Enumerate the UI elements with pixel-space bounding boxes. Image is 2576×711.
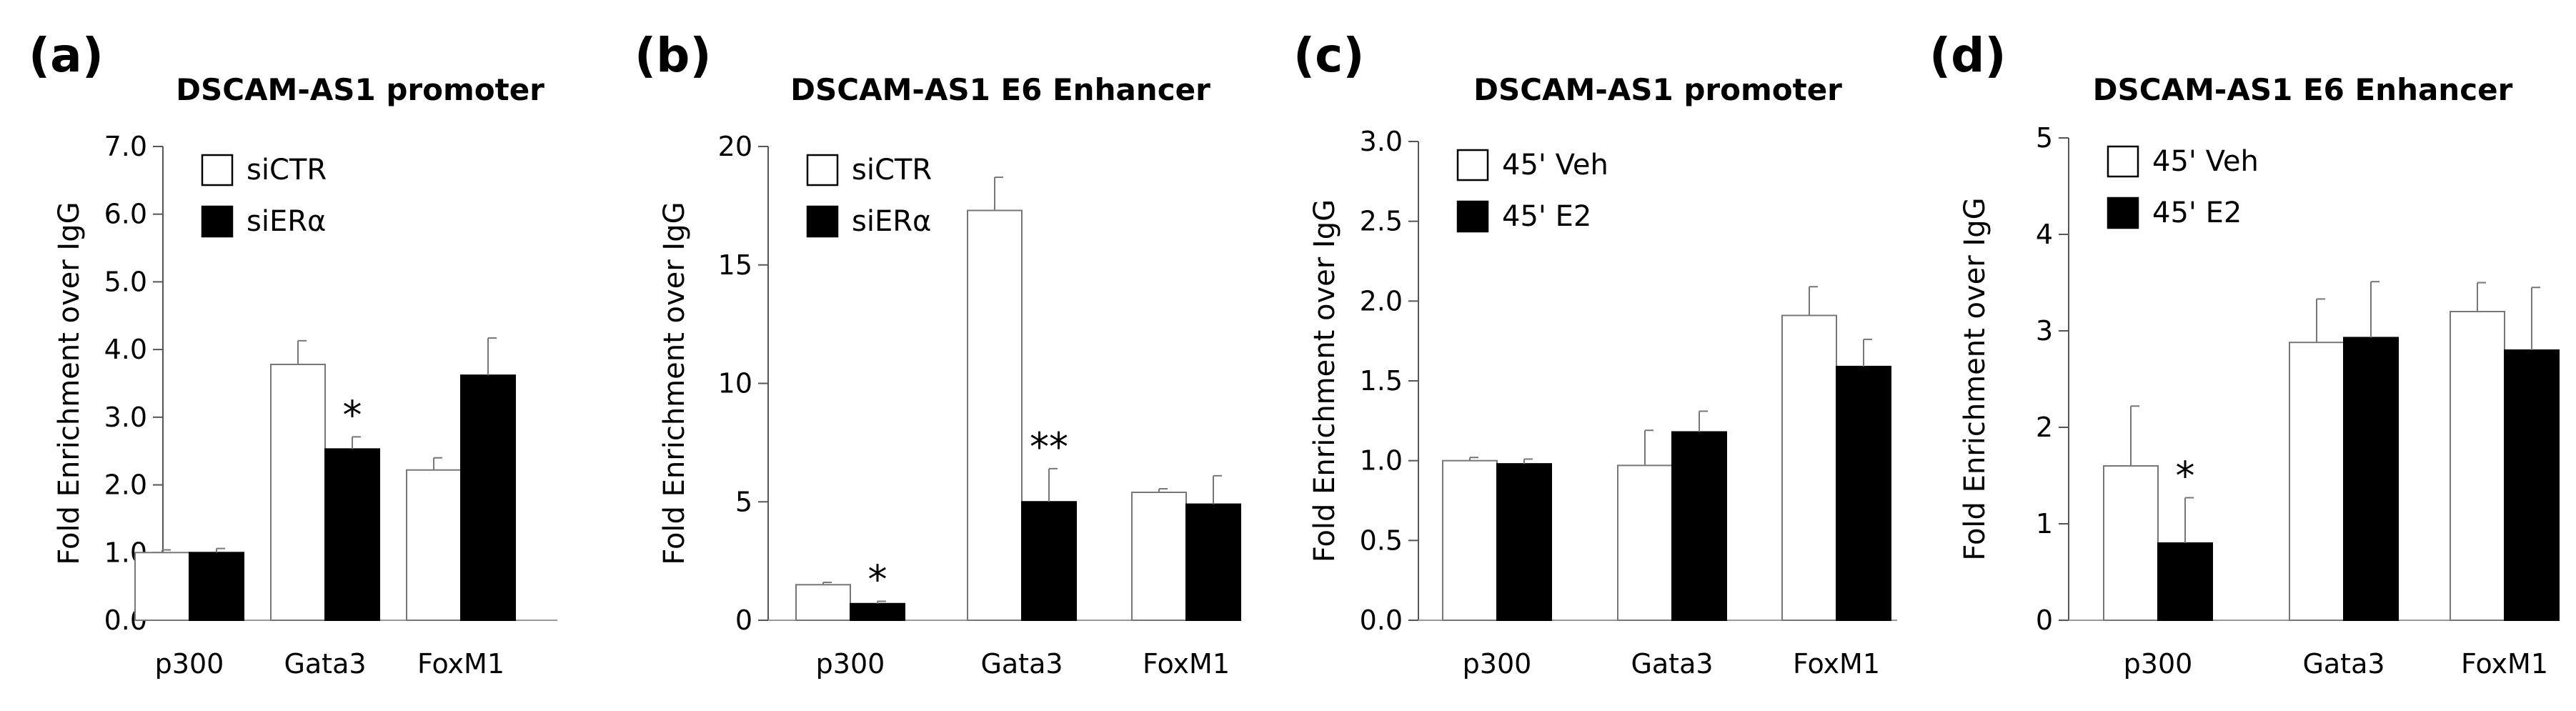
- bar-sictr-gata3: [967, 209, 1023, 621]
- y-tick-label: 2.0: [1360, 285, 1403, 317]
- legend-entry: 45' E2: [2152, 197, 2242, 229]
- legend-entry: siERα: [247, 205, 326, 238]
- x-tick-label: p300: [2124, 648, 2193, 680]
- y-tick-label: 3: [2036, 315, 2053, 347]
- y-tick-label: 7.0: [104, 131, 147, 162]
- bar-sier--gata3: [324, 448, 380, 621]
- y-tick-label: 3.0: [1360, 126, 1403, 157]
- y-axis-label: Fold Enrichment over IgG: [658, 202, 691, 565]
- y-tick-label: 2.0: [104, 469, 147, 501]
- x-tick-label: p300: [1463, 648, 1532, 680]
- y-axis-label: Fold Enrichment over IgG: [53, 202, 86, 565]
- bar-sier--p300: [850, 602, 905, 621]
- panel-letter: (b): [635, 28, 712, 83]
- legend-entry: 45' Veh: [1502, 149, 1608, 182]
- y-tick-label: 3.0: [104, 402, 147, 433]
- bar-sier--foxm1: [1185, 503, 1241, 621]
- legend-swatch: [2107, 197, 2139, 229]
- legend-swatch: [806, 205, 839, 238]
- x-tick-label: Gata3: [1631, 648, 1713, 680]
- x-tick-label: p300: [155, 648, 224, 680]
- y-tick-label: 4.0: [104, 334, 147, 365]
- chart-title: DSCAM-AS1 promoter: [1473, 72, 1842, 107]
- x-tick-label: Gata3: [284, 648, 366, 680]
- y-tick-label: 2.5: [1360, 206, 1403, 237]
- bar-sictr-gata3: [270, 363, 326, 621]
- significance-marker: *: [343, 392, 362, 437]
- bar-45-e2-foxm1: [2504, 349, 2560, 621]
- y-axis-label: Fold Enrichment over IgG: [1959, 197, 1991, 560]
- chart-panel-3: (c) DSCAM-AS1 promoter 0.0 0.5 1.0 1.5 2.0 2.5 3…: [1293, 28, 1897, 680]
- panel-letter: (a): [29, 28, 104, 83]
- bar-sier--gata3: [1021, 501, 1077, 621]
- y-tick-label: 0.5: [1360, 524, 1403, 556]
- bar-45-veh-gata3: [2289, 342, 2344, 621]
- y-tick-label: 5: [735, 486, 752, 517]
- y-axis-label: Fold Enrichment over IgG: [1308, 199, 1341, 562]
- y-tick-label: 1: [2036, 508, 2053, 540]
- chart-panel-4: (d) DSCAM-AS1 E6 Enhancer 0 1 2 3 4 5 Fold Enric…: [1929, 28, 2560, 680]
- x-tick-label: FoxM1: [1793, 648, 1880, 680]
- bar-45-e2-p300: [2157, 542, 2213, 621]
- bar-45-veh-foxm1: [1781, 314, 1837, 621]
- bar-45-e2-gata3: [2343, 337, 2399, 621]
- x-tick-label: p300: [816, 648, 885, 680]
- x-tick-label: Gata3: [980, 648, 1063, 680]
- bar-sier--foxm1: [460, 374, 516, 621]
- chart-title: DSCAM-AS1 E6 Enhancer: [2093, 72, 2513, 107]
- bar-sictr-foxm1: [1131, 491, 1187, 621]
- x-tick-label: FoxM1: [1143, 648, 1230, 680]
- bar-45-veh-gata3: [1617, 464, 1673, 621]
- chart-title: DSCAM-AS1 promoter: [176, 72, 544, 107]
- y-tick-label: 5: [2036, 122, 2053, 154]
- legend-swatch: [1456, 149, 1489, 182]
- bar-45-veh-p300: [1442, 459, 1498, 622]
- legend-swatch: [201, 154, 234, 187]
- panel-letter: (c): [1293, 28, 1364, 83]
- y-tick-label: 10: [718, 368, 752, 399]
- legend-swatch: [1456, 200, 1489, 233]
- chart-title: DSCAM-AS1 E6 Enhancer: [790, 72, 1210, 107]
- y-tick-label: 2: [2036, 412, 2053, 443]
- y-tick-label: 0.0: [1360, 605, 1403, 636]
- y-tick-label: 15: [718, 249, 752, 281]
- significance-marker: *: [868, 557, 887, 602]
- bar-sictr-foxm1: [406, 469, 462, 622]
- legend-entry: siERα: [852, 205, 931, 238]
- significance-marker: *: [2176, 454, 2195, 499]
- legend-swatch: [806, 154, 839, 187]
- panel-letter: (d): [1929, 28, 2006, 83]
- y-tick-label: 1.0: [1360, 445, 1403, 477]
- legend-entry: 45' Veh: [2152, 145, 2259, 178]
- bar-sictr-p300: [134, 552, 190, 621]
- bar-45-e2-p300: [1496, 463, 1552, 622]
- y-tick-label: 6.0: [104, 199, 147, 230]
- legend-swatch: [201, 205, 234, 238]
- y-tick-label: 5.0: [104, 266, 147, 297]
- legend-entry: 45' E2: [1502, 200, 1591, 233]
- chart-panel-1: (a)DSCAM-AS1 promoter0.01.02.03.04.05.06…: [29, 28, 557, 680]
- bar-45-veh-p300: [2103, 465, 2159, 621]
- bar-45-e2-gata3: [1671, 431, 1727, 621]
- y-tick-label: 0: [735, 605, 752, 636]
- y-tick-label: 20: [718, 131, 752, 162]
- legend-entry: siCTR: [852, 154, 932, 187]
- x-tick-label: Gata3: [2302, 648, 2384, 680]
- bar-sictr-p300: [795, 584, 851, 622]
- bar-sier--p300: [189, 552, 244, 621]
- significance-marker: **: [1030, 424, 1068, 469]
- bar-45-e2-foxm1: [1836, 365, 1891, 622]
- legend-entry: siCTR: [247, 154, 327, 187]
- chart-panel-2: (b) DSCAM-AS1 E6 Enhancer 0 5 10 15 20 Fold Enr…: [635, 28, 1241, 680]
- x-tick-label: FoxM1: [2461, 648, 2548, 680]
- y-tick-label: 0: [2036, 605, 2053, 636]
- y-tick-label: 1.5: [1360, 365, 1403, 397]
- legend-swatch: [2107, 145, 2139, 178]
- y-tick-label: 4: [2036, 219, 2053, 250]
- bar-45-veh-foxm1: [2450, 311, 2505, 621]
- x-tick-label: FoxM1: [417, 648, 504, 680]
